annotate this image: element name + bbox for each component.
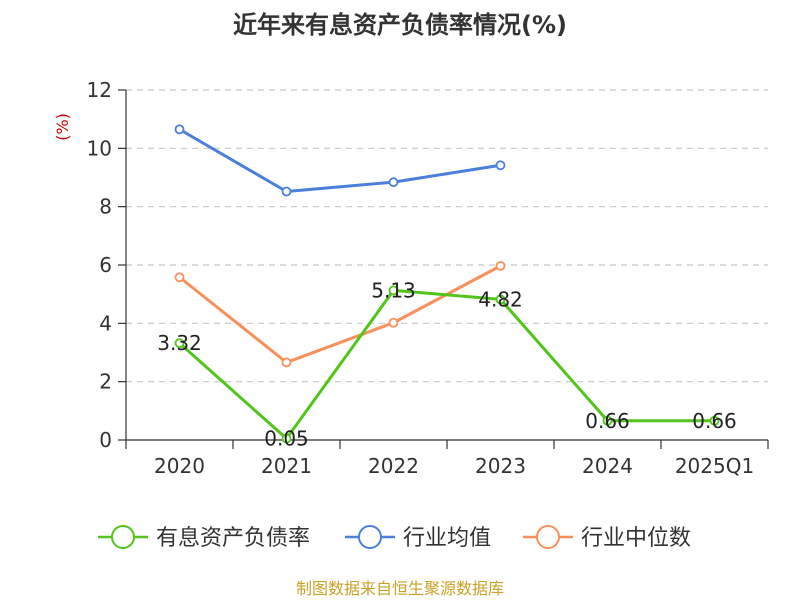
legend-item: 行业均值 <box>345 525 491 551</box>
series-2 <box>174 260 506 368</box>
y-tick-label: 8 <box>99 195 112 219</box>
series-1 <box>174 124 506 197</box>
legend-item: 行业中位数 <box>523 525 691 551</box>
data-point <box>495 160 506 171</box>
data-point <box>281 186 292 197</box>
legend-swatch-marker <box>536 525 560 549</box>
data-point <box>709 415 720 426</box>
y-tick-label: 6 <box>99 253 112 277</box>
source-footer: 制图数据来自恒生聚源数据库 <box>296 579 504 598</box>
data-point <box>602 415 613 426</box>
legend-label: 行业均值 <box>403 526 491 551</box>
y-tick-label: 2 <box>99 370 112 394</box>
legend-label: 行业中位数 <box>581 526 691 551</box>
data-point <box>174 124 185 135</box>
y-axis-unit-label: (%) <box>53 113 72 141</box>
axes <box>118 89 769 449</box>
x-tick-label: 2024 <box>582 454 633 478</box>
legend: 有息资产负债率 行业均值 行业中位数 <box>98 525 691 551</box>
legend-item: 有息资产负债率 <box>98 525 310 551</box>
y-tick-label: 4 <box>99 311 112 335</box>
series-layer <box>174 124 720 444</box>
data-point <box>388 177 399 188</box>
data-point <box>281 357 292 368</box>
series-line <box>178 288 715 441</box>
y-tick-label: 10 <box>87 136 112 160</box>
legend-swatch-marker <box>358 525 382 549</box>
x-tick-label: 2020 <box>154 454 205 478</box>
data-label: 0.66 <box>585 409 630 433</box>
x-tick-label: 2025Q1 <box>675 454 754 478</box>
data-label: 4.82 <box>478 287 523 311</box>
data-point <box>388 317 399 328</box>
chart-title: 近年来有息资产负债率情况(%) <box>233 11 567 39</box>
data-point <box>495 294 506 305</box>
y-tick-labels: 0 2 4 6 8 10 12 <box>87 78 112 452</box>
data-point <box>174 338 185 349</box>
legend-label: 有息资产负债率 <box>156 526 310 551</box>
data-labels: 3.32 0.05 5.13 4.82 0.66 0.66 <box>157 278 737 450</box>
data-label: 0.66 <box>692 409 737 433</box>
series-line <box>178 264 502 364</box>
series-line <box>178 128 501 193</box>
legend-swatch-marker <box>111 525 135 549</box>
data-label: 5.13 <box>371 278 416 302</box>
x-tick-label: 2023 <box>475 454 526 478</box>
data-label: 3.32 <box>157 331 202 355</box>
y-tick-label: 0 <box>99 428 112 452</box>
x-tick-labels: 2020 2021 2022 2023 2024 2025Q1 <box>154 454 754 478</box>
series-0 <box>174 285 720 444</box>
x-tick-label: 2021 <box>261 454 312 478</box>
data-point <box>174 272 185 283</box>
y-tick-label: 12 <box>87 78 112 102</box>
grid-lines <box>126 89 768 383</box>
x-tick-label: 2022 <box>368 454 419 478</box>
data-point <box>495 260 506 271</box>
data-point <box>388 285 399 296</box>
data-label: 0.05 <box>264 427 309 451</box>
data-point <box>281 433 292 444</box>
